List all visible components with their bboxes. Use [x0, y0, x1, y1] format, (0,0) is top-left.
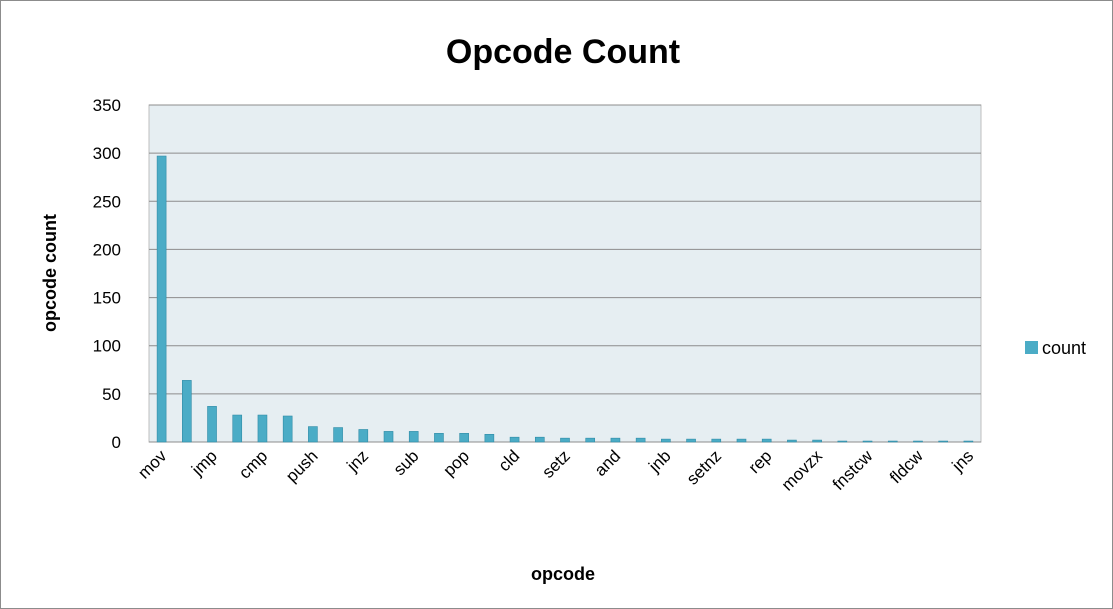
bar-item-31 [938, 440, 948, 443]
x-tick-label: and [591, 446, 624, 479]
bar-jnb [661, 438, 671, 443]
bar-item-23 [736, 438, 747, 443]
x-tick-label: mov [134, 446, 170, 482]
x-tick-label: sub [390, 446, 423, 479]
bar-fnstcw [862, 440, 873, 443]
bar-mov [156, 155, 167, 443]
bar-cld [509, 436, 520, 443]
x-tick-label: rep [745, 446, 776, 477]
x-tick-labels: mov jmp cmp push jnz sub pop cld setz and jnb setnz… [134, 446, 977, 495]
bar-item-3 [232, 414, 243, 443]
bar-rep [761, 438, 772, 443]
x-tick-label: setnz [683, 446, 725, 488]
y-tick-labels: 0 50 100 150 200 250 300 350 [93, 96, 121, 452]
bar-item-1 [182, 380, 192, 443]
y-tick-label: 0 [112, 433, 121, 452]
x-tick-label: fnstcw [829, 446, 877, 494]
bar-jns [963, 440, 974, 443]
x-tick-label: jnb [644, 446, 674, 476]
x-tick-label: jns [948, 446, 978, 476]
bars [156, 155, 974, 443]
y-tick-label: 50 [102, 385, 121, 404]
x-tick-label: cld [495, 446, 524, 475]
legend-swatch [1025, 341, 1038, 354]
x-tick-label: cmp [235, 446, 271, 482]
bar-jmp [207, 406, 217, 443]
legend-label: count [1042, 338, 1086, 358]
bar-item-11 [434, 433, 444, 443]
bar-item-5 [282, 415, 293, 443]
plot-area [148, 104, 982, 443]
gridlines [149, 104, 981, 443]
y-tick-label: 350 [93, 96, 121, 115]
bar-item-27 [837, 440, 848, 443]
bar-setnz [711, 438, 722, 443]
bar-item-15 [534, 436, 545, 443]
x-tick-label: fldcw [886, 446, 927, 487]
bar-and [610, 437, 621, 443]
bar-jnz [358, 429, 369, 443]
y-tick-label: 100 [93, 337, 121, 356]
x-tick-label: jmp [187, 446, 221, 480]
y-axis-title: opcode count [40, 214, 60, 332]
bar-item-7 [333, 427, 343, 443]
bar-item-19 [635, 437, 646, 443]
bar-item-9 [383, 431, 394, 443]
bar-pop [459, 433, 469, 443]
x-tick-label: push [282, 446, 322, 486]
bar-cmp [257, 414, 268, 443]
x-tick-label: setz [538, 446, 573, 481]
bar-item-17 [585, 437, 596, 443]
y-tick-label: 250 [93, 192, 121, 211]
bar-movzx [812, 439, 822, 443]
bar-item-13 [484, 433, 495, 443]
y-tick-label: 150 [93, 289, 121, 308]
bar-fldcw [913, 440, 923, 443]
y-tick-label: 300 [93, 144, 121, 163]
x-tick-label: movzx [778, 446, 827, 495]
bar-item-29 [887, 440, 898, 443]
bar-setz [560, 437, 570, 443]
bar-sub [408, 431, 419, 443]
y-tick-label: 200 [93, 240, 121, 259]
x-tick-label: pop [439, 446, 472, 479]
bar-item-25 [787, 439, 797, 443]
x-tick-label: jnz [343, 446, 373, 476]
bar-push [308, 426, 318, 443]
chart-title: Opcode Count [446, 33, 680, 71]
x-axis-title: opcode [531, 564, 595, 584]
bar-item-21 [686, 438, 696, 443]
